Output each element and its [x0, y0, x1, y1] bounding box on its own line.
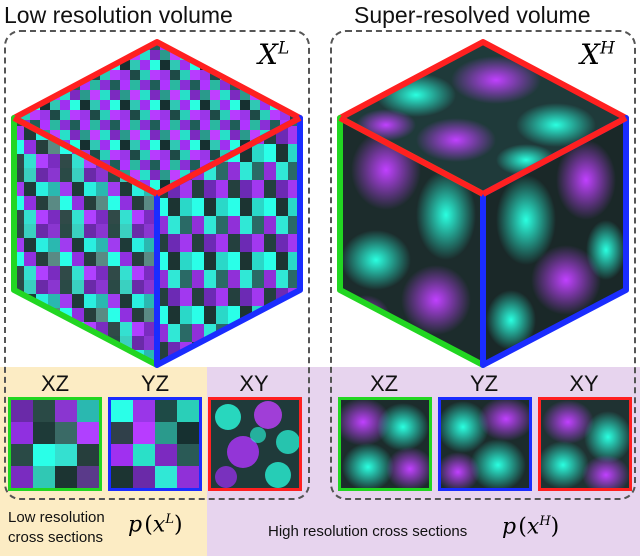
- low-res-title: Low resolution volume: [4, 2, 233, 28]
- low-res-caption: Low resolution cross sections: [8, 508, 105, 548]
- high-res-formula: p (xH): [502, 514, 560, 540]
- low-res-xz-section: [8, 397, 102, 491]
- high-res-caption-band: [207, 500, 640, 556]
- low-res-xz-label: XZ: [40, 371, 70, 396]
- low-res-yz-section: [108, 397, 202, 491]
- high-res-xz-label: XZ: [369, 371, 399, 396]
- low-res-xy-section: [208, 397, 302, 491]
- low-res-panel-frame: [4, 30, 310, 500]
- low-res-xy-label: XY: [239, 371, 269, 396]
- low-res-yz-label: YZ: [140, 371, 170, 396]
- high-res-caption: High resolution cross sections: [268, 523, 468, 540]
- high-res-xz-section: [338, 397, 432, 491]
- high-res-volume-symbol: XH: [580, 38, 615, 71]
- low-res-caption-line2: cross sections: [8, 529, 104, 546]
- low-res-caption-line1: Low resolution: [8, 509, 105, 526]
- high-res-yz-section: [438, 397, 532, 491]
- high-res-xy-label: XY: [569, 371, 599, 396]
- low-res-cube: [11, 39, 303, 368]
- high-res-xy-section: [538, 397, 632, 491]
- high-res-yz-label: YZ: [469, 371, 499, 396]
- low-res-volume-symbol: XL: [258, 38, 290, 71]
- low-res-formula: p (xL): [128, 512, 183, 538]
- high-res-cube: [337, 39, 629, 368]
- high-res-panel-frame: [330, 30, 636, 500]
- high-res-title: Super-resolved volume: [354, 2, 591, 28]
